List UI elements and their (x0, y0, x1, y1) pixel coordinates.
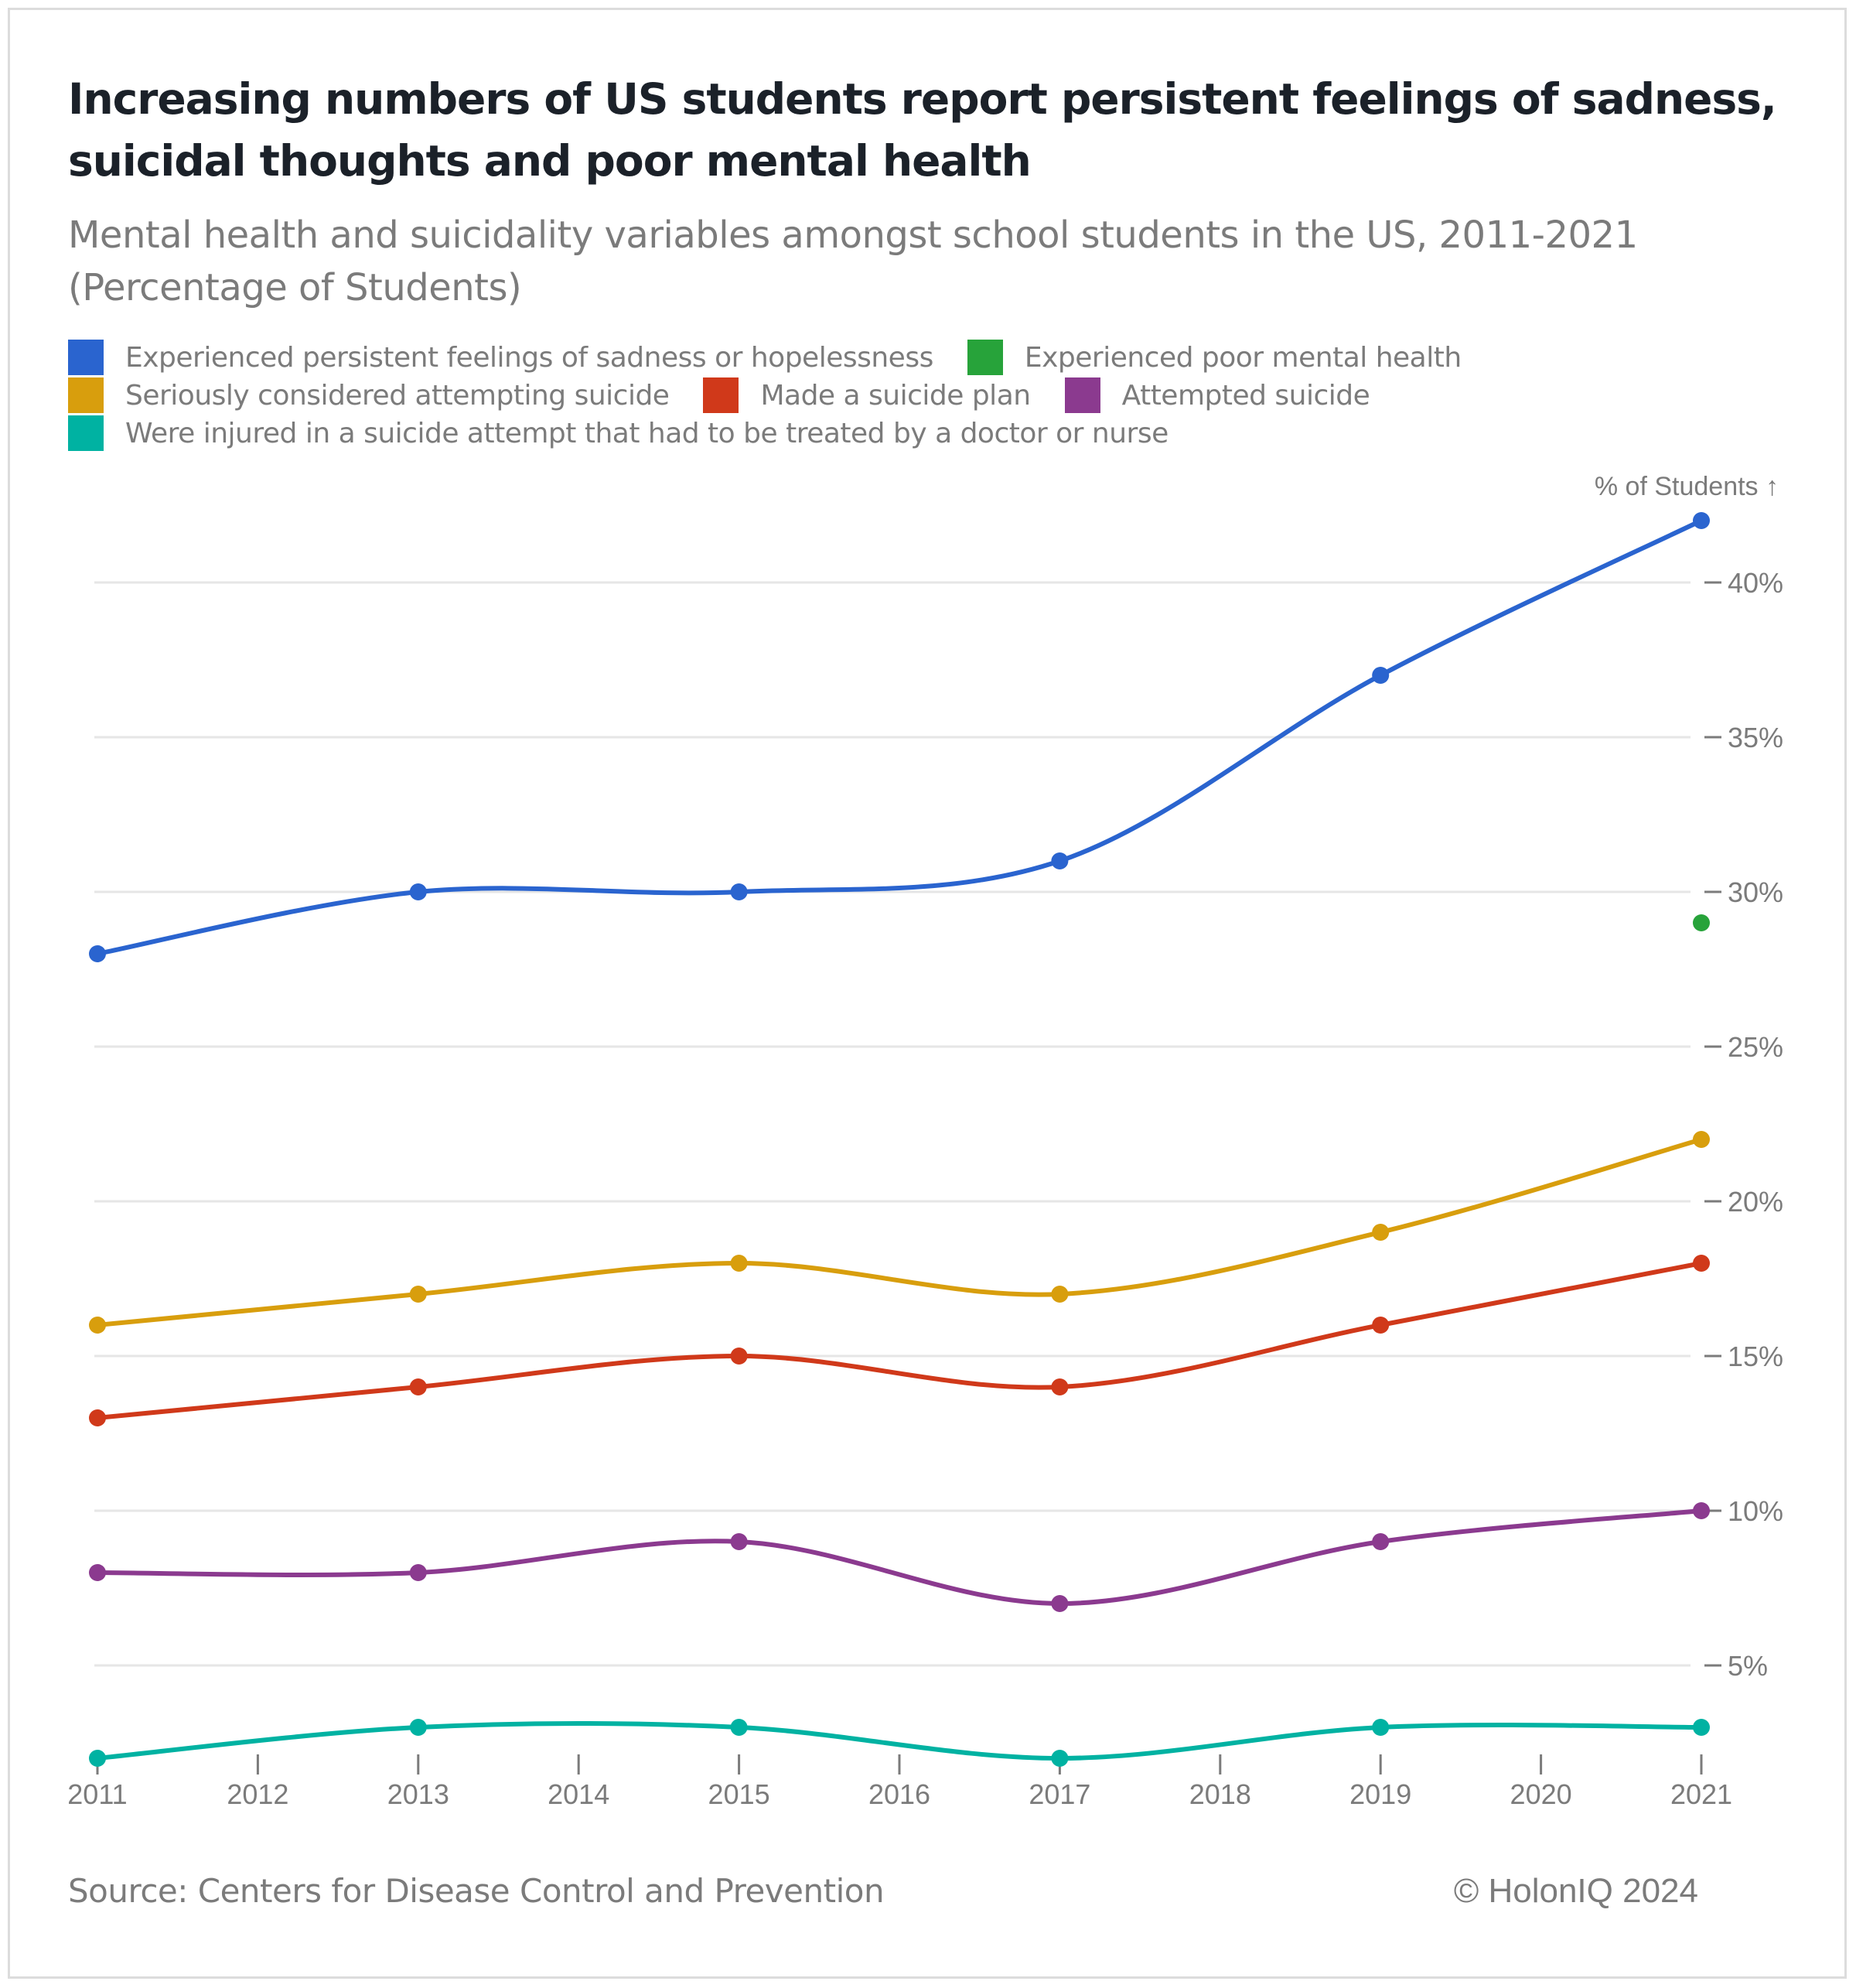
data-point (730, 1533, 748, 1550)
legend-swatch (68, 377, 104, 413)
x-tick-label: 2018 (1189, 1778, 1251, 1810)
x-tick-label: 2017 (1029, 1778, 1090, 1810)
series-lines (95, 518, 1704, 1761)
legend-swatch (967, 340, 1003, 375)
data-point (1693, 1255, 1710, 1272)
data-point (730, 1348, 748, 1365)
data-point (1693, 1131, 1710, 1148)
data-point (409, 883, 427, 900)
y-axis: % of Students ↑ 5% 10% 15% 20% 25% 30% 35% 40% (1595, 472, 1783, 1682)
data-point (409, 1286, 427, 1303)
x-tick-label: 2015 (708, 1778, 770, 1810)
legend-swatch (703, 377, 739, 413)
legend-item-suicide-plan[interactable]: Made a suicide plan (703, 377, 1031, 413)
legend-row: Experienced persistent feelings of sadne… (68, 339, 1769, 376)
gridlines (94, 581, 1691, 1667)
legend-item-poor-mental-health[interactable]: Experienced poor mental health (967, 340, 1462, 375)
x-tick-label: 2020 (1510, 1778, 1572, 1810)
data-point (1051, 1286, 1069, 1303)
data-point (409, 1564, 427, 1581)
series-points (89, 512, 1710, 1767)
data-point (730, 1255, 748, 1272)
data-point (89, 1564, 106, 1581)
data-point (1051, 1750, 1069, 1767)
x-tick-label: 2014 (548, 1778, 609, 1810)
x-axis: 2011 2012 2013 2014 2015 2016 2017 2018 2019 2020… (67, 1754, 1732, 1810)
data-point (1372, 1224, 1390, 1241)
legend-label: Made a suicide plan (760, 379, 1031, 412)
legend-item-sadness[interactable]: Experienced persistent feelings of sadne… (68, 340, 933, 375)
chart-title: Increasing numbers of US students report… (68, 74, 1777, 186)
x-tick-label: 2012 (227, 1778, 288, 1810)
data-point (730, 1719, 748, 1736)
data-point (1051, 1378, 1069, 1395)
legend-label: Experienced poor mental health (1024, 341, 1462, 374)
data-point (409, 1378, 427, 1395)
legend-swatch (68, 340, 104, 375)
source-note: Source: Centers for Disease Control and … (68, 1872, 885, 1910)
data-point (409, 1719, 427, 1736)
y-tick-label: 40% (1728, 567, 1783, 599)
x-tick-label: 2011 (67, 1778, 127, 1810)
data-point (730, 883, 748, 900)
x-tick-label: 2013 (387, 1778, 449, 1810)
data-point (89, 1317, 106, 1334)
data-point (89, 945, 106, 962)
series-line (95, 1261, 1704, 1420)
chart-subtitle: Mental health and suicidality variables … (68, 213, 1638, 309)
y-tick-label: 25% (1728, 1031, 1783, 1063)
x-tick-label: 2016 (868, 1778, 930, 1810)
data-point (1372, 1317, 1390, 1334)
y-tick-label: 15% (1728, 1341, 1783, 1372)
data-point (1372, 1719, 1390, 1736)
y-tick-label: 20% (1728, 1186, 1783, 1218)
chart-card (8, 8, 1847, 1979)
data-point (1693, 914, 1710, 931)
legend-label: Seriously considered attempting suicide (125, 379, 670, 412)
copyright-note: © HolonIQ 2024 (1453, 1872, 1698, 1910)
legend-row: Were injured in a suicide attempt that h… (68, 415, 1769, 452)
series-line (95, 518, 1704, 956)
data-point (1693, 1502, 1710, 1519)
data-point (1693, 512, 1710, 529)
y-axis-label: % of Students ↑ (1595, 472, 1779, 501)
data-point (1051, 1595, 1069, 1612)
y-tick-label: 35% (1728, 722, 1783, 753)
data-point (89, 1750, 106, 1767)
y-tick-label: 30% (1728, 876, 1783, 908)
y-tick-label: 10% (1728, 1495, 1783, 1527)
legend-row: Seriously considered attempting suicide … (68, 377, 1769, 414)
y-tick-label: 5% (1728, 1650, 1768, 1682)
x-tick-label: 2019 (1349, 1778, 1411, 1810)
legend-label: Experienced persistent feelings of sadne… (125, 341, 933, 374)
data-point (89, 1409, 106, 1426)
legend-swatch (68, 415, 104, 451)
x-tick-label: 2021 (1670, 1778, 1732, 1810)
legend-item-attempted-suicide[interactable]: Attempted suicide (1064, 377, 1370, 413)
legend-label: Were injured in a suicide attempt that h… (125, 417, 1169, 449)
series-line (95, 1721, 1704, 1761)
series-line (95, 1508, 1704, 1607)
data-point (1051, 852, 1069, 869)
legend-label: Attempted suicide (1121, 379, 1370, 412)
legend-item-injured[interactable]: Were injured in a suicide attempt that h… (68, 415, 1169, 451)
data-point (1693, 1719, 1710, 1736)
series-line (95, 1137, 1704, 1327)
legend-item-considered-suicide[interactable]: Seriously considered attempting suicide (68, 377, 670, 413)
data-point (1372, 1533, 1390, 1550)
data-point (1372, 667, 1390, 684)
legend: Experienced persistent feelings of sadne… (68, 339, 1769, 453)
legend-swatch (1064, 377, 1100, 413)
